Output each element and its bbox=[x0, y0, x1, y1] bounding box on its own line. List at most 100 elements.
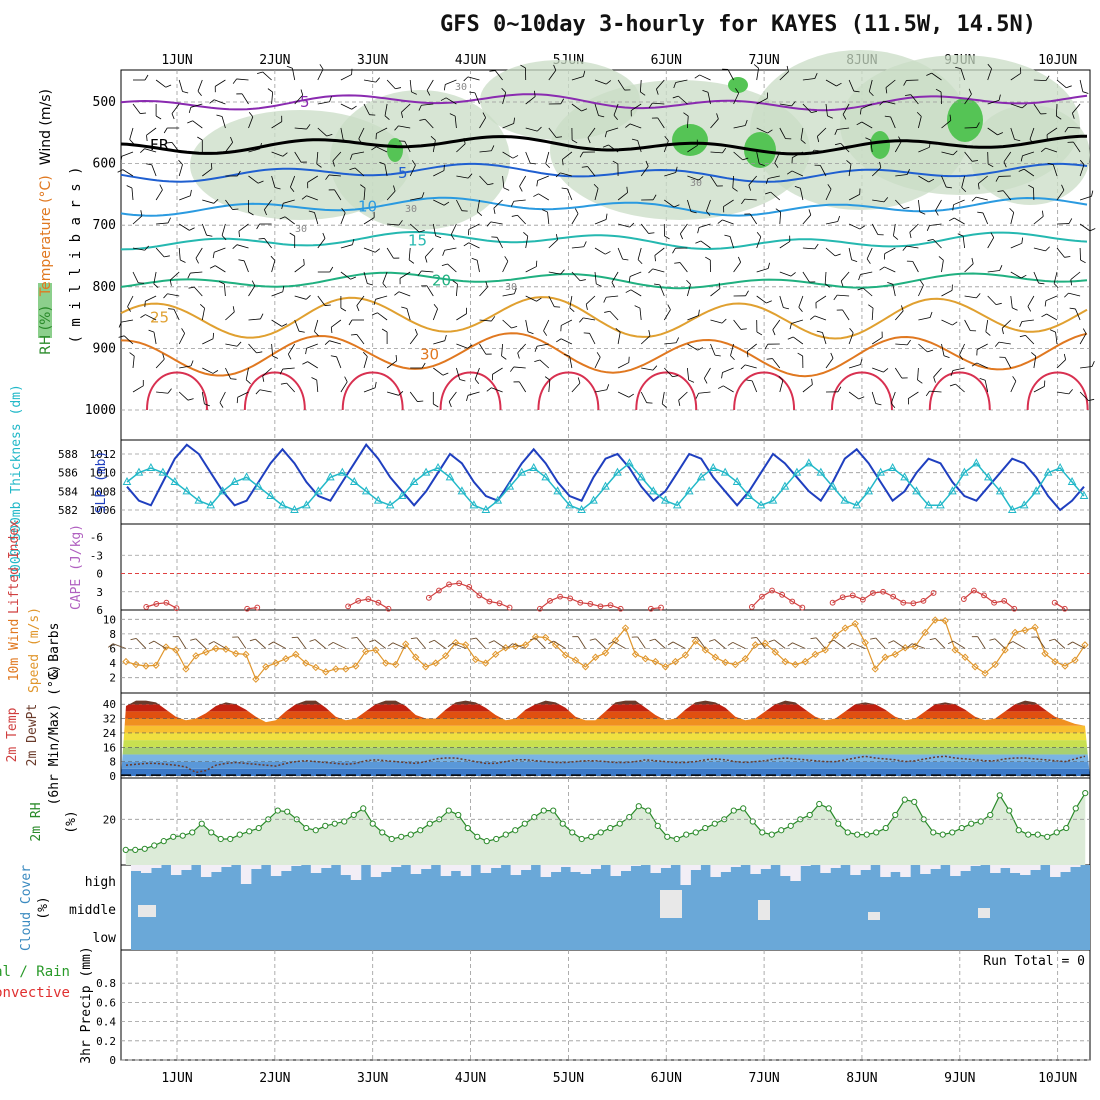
rh-marker bbox=[388, 835, 395, 843]
wind-barb bbox=[1010, 103, 1027, 109]
wind-barb-feather bbox=[748, 184, 752, 191]
wind-barb-feather bbox=[148, 329, 155, 333]
wind-barb-feather bbox=[282, 152, 288, 157]
wind-barb-shaft bbox=[123, 335, 134, 345]
wind-barb bbox=[779, 235, 791, 249]
wind-barb bbox=[687, 367, 695, 383]
wind-barb-shaft bbox=[571, 76, 584, 81]
wind-barb-shaft bbox=[941, 151, 954, 156]
wind-barb-shaft bbox=[202, 338, 214, 345]
wind-barb bbox=[232, 244, 249, 249]
wind-barb-feather bbox=[1009, 207, 1014, 213]
temp-band bbox=[121, 768, 1090, 776]
wind-barb-shaft bbox=[384, 164, 388, 177]
wind-barb-shaft bbox=[699, 74, 711, 81]
wind-barb-feather bbox=[180, 259, 186, 263]
wind-barb-shaft bbox=[215, 79, 226, 87]
lifted-index-marker bbox=[143, 604, 150, 610]
wind-barb-feather bbox=[513, 117, 516, 124]
wind-barb bbox=[1079, 328, 1087, 345]
wind-barb-feather bbox=[398, 391, 404, 396]
wind-barb-shaft bbox=[661, 391, 665, 404]
wind-barb-feather bbox=[504, 256, 509, 262]
wind-barb-shaft bbox=[987, 237, 995, 249]
li-tick: 3 bbox=[96, 586, 103, 599]
wind10-barb bbox=[190, 638, 207, 649]
lifted-index-marker bbox=[991, 599, 998, 606]
wind-barb-feather bbox=[138, 282, 145, 284]
wind-barb bbox=[188, 286, 203, 297]
wind-barb-feather bbox=[373, 299, 376, 306]
wind-barb bbox=[848, 79, 860, 93]
wind-barb-shaft bbox=[918, 317, 931, 321]
slp-ylabel: SLP (mb) bbox=[94, 451, 109, 514]
wind-barb-feather bbox=[883, 197, 889, 203]
wind-barb-feather bbox=[411, 160, 416, 166]
wind-barb-shaft bbox=[687, 145, 698, 153]
wind-barb bbox=[654, 247, 665, 262]
wind-barb-shaft bbox=[952, 367, 965, 371]
wind10-barb bbox=[608, 641, 626, 649]
wind-barb bbox=[509, 366, 526, 372]
wind-barb-feather bbox=[569, 307, 575, 312]
wind-barb-feather bbox=[527, 331, 534, 335]
wind-barb-feather bbox=[118, 321, 122, 328]
wind-barb-feather bbox=[1041, 313, 1047, 318]
precip-tick: 0.6 bbox=[96, 996, 116, 1009]
wind-barb-shaft bbox=[664, 367, 673, 378]
wind-barb-shaft bbox=[884, 266, 896, 273]
wind10-barb bbox=[787, 642, 806, 649]
wind-barb-feather bbox=[560, 98, 565, 104]
wind-barb-shaft bbox=[155, 189, 163, 201]
wind-barb-shaft bbox=[918, 146, 930, 153]
wind-barb bbox=[938, 256, 944, 273]
wind-barb-shaft bbox=[1055, 332, 1058, 345]
wind-barb bbox=[155, 104, 162, 120]
wind-barb-shaft bbox=[1010, 127, 1015, 140]
thickness-marker bbox=[972, 458, 981, 467]
wind-barb-shaft bbox=[288, 343, 296, 355]
wind-barb-feather bbox=[486, 387, 492, 392]
wind-barb-shaft bbox=[525, 266, 537, 273]
thickness-marker bbox=[230, 476, 239, 485]
wind10-barb-shaft bbox=[356, 637, 367, 649]
wind-barb-feather bbox=[421, 192, 425, 198]
wind-barb bbox=[617, 247, 629, 261]
wind-barb-feather bbox=[471, 257, 478, 261]
wind10-barb bbox=[530, 637, 546, 649]
wind-barb-feather bbox=[350, 276, 357, 280]
wind-barb bbox=[887, 281, 896, 297]
wind-barb bbox=[653, 283, 665, 297]
wind-speed-marker bbox=[441, 652, 450, 660]
wind-barb bbox=[617, 391, 634, 398]
wind-barb bbox=[545, 151, 551, 169]
wind-barb-shaft bbox=[1033, 103, 1041, 115]
wind-barb-shaft bbox=[733, 319, 742, 330]
thickness-marker bbox=[409, 476, 419, 485]
wind-barb bbox=[617, 356, 630, 369]
wind-barb bbox=[987, 151, 994, 168]
wind-barb-feather bbox=[786, 170, 793, 175]
lifted-index-marker bbox=[466, 583, 473, 590]
wind-barb bbox=[593, 183, 599, 201]
wind-barb-feather bbox=[1044, 380, 1046, 387]
wind10-barb-shaft bbox=[756, 637, 766, 649]
wind-barb bbox=[824, 271, 831, 288]
lifted-index-marker bbox=[981, 592, 987, 599]
wind-speed-marker bbox=[731, 660, 740, 669]
wind-barb bbox=[816, 330, 827, 345]
wind-barb-feather bbox=[165, 84, 172, 88]
wind-barb-feather bbox=[651, 117, 658, 119]
wind-speed-marker bbox=[831, 631, 839, 640]
wind-barb-shaft bbox=[594, 219, 607, 225]
wind-barb bbox=[756, 319, 763, 336]
wind-barb-shaft bbox=[122, 169, 134, 177]
isotherm-hot-loop bbox=[439, 371, 502, 411]
wind-barb bbox=[409, 328, 418, 345]
wind-barb bbox=[809, 315, 827, 321]
wind-barb bbox=[686, 279, 691, 297]
rh-marker bbox=[949, 829, 956, 836]
wind-speed-marker bbox=[232, 649, 240, 658]
wind-barb-feather bbox=[1046, 134, 1048, 141]
wind-barb-feather bbox=[501, 87, 506, 93]
